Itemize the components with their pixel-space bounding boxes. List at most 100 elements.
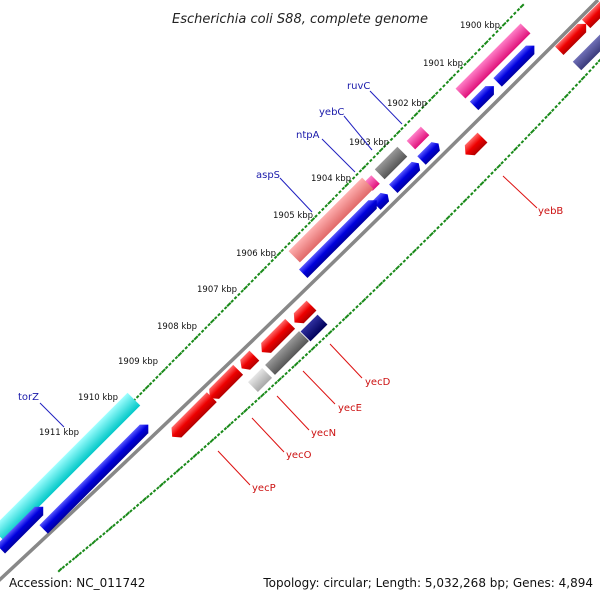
gene-red-top[interactable] <box>555 20 590 55</box>
outer-tick-dot <box>171 359 175 363</box>
outer-tick-dot <box>348 179 352 184</box>
outer-tick-dot <box>382 144 387 149</box>
outer-tick-dot <box>283 245 288 249</box>
outer-tick-dot <box>276 251 282 257</box>
outer-tick-dot <box>207 322 211 327</box>
outer-tick-dot <box>393 134 397 138</box>
outer-tick-dot <box>193 335 199 341</box>
label-yecO[interactable]: yecO <box>286 450 312 461</box>
gene-ruvC[interactable] <box>406 126 430 150</box>
gene-aspS[interactable] <box>288 177 374 263</box>
inner-tick-dot <box>314 343 319 347</box>
outer-tick-dot <box>369 158 373 163</box>
inner-tick-dot <box>426 236 430 240</box>
reverse-labels <box>217 175 538 486</box>
outer-tick-dot <box>174 355 179 360</box>
label-ntpA[interactable]: ntpA <box>296 130 320 141</box>
inner-tick-dot <box>493 167 498 172</box>
inner-tick-dot <box>186 459 190 464</box>
gene-red-1908b[interactable] <box>237 350 260 374</box>
gene-red-1907[interactable] <box>290 300 317 328</box>
inner-tick-dot <box>291 365 295 369</box>
gene-blue-1905[interactable] <box>298 196 381 279</box>
gene-blue-1900[interactable] <box>493 41 538 87</box>
outer-tick-dot <box>158 372 162 376</box>
inner-tick-dot <box>503 157 508 162</box>
outer-tick-dot <box>452 73 457 77</box>
label-ruvC[interactable]: ruvC <box>347 81 370 92</box>
inner-tick-dot <box>81 548 86 553</box>
tick-label-1911: 1911 kbp <box>39 428 79 438</box>
label-yebB[interactable]: yebB <box>538 206 563 217</box>
inner-tick-dot <box>112 523 116 528</box>
outer-tick-dot <box>168 362 172 366</box>
gene-red-top-2[interactable] <box>581 0 600 29</box>
gene-yecP[interactable] <box>167 392 217 441</box>
gene-ntpA[interactable] <box>364 175 380 191</box>
gene-yecE[interactable] <box>265 331 309 375</box>
label-yecP[interactable]: yecP <box>252 483 276 494</box>
inner-tick-dot <box>537 122 542 127</box>
accession-text: Accession: NC_011742 <box>9 576 146 590</box>
inner-tick-dot <box>301 356 305 360</box>
gene-yecO[interactable] <box>205 364 244 403</box>
gene-yebC[interactable] <box>374 146 408 180</box>
gene-blue-1910[interactable] <box>39 420 152 534</box>
outer-tick-dot <box>438 87 443 92</box>
inner-tick-dot <box>270 384 275 388</box>
inner-tick-dot <box>372 288 376 293</box>
outer-tick-dot <box>488 37 492 41</box>
inner-tick-dot <box>351 308 356 312</box>
gene-blue-1901[interactable] <box>469 82 498 111</box>
inner-tick-dot <box>513 146 519 152</box>
gene-torZ[interactable] <box>0 392 141 542</box>
inner-tick-dot <box>149 492 153 496</box>
inner-tick-dot <box>324 333 329 338</box>
inner-tick-dot <box>139 500 143 505</box>
gene-yecN[interactable] <box>247 367 273 393</box>
outer-tick-dot <box>259 268 265 274</box>
inner-tick-dot <box>264 390 268 394</box>
outer-tick-dot <box>190 339 195 343</box>
inner-tick-dot <box>365 295 369 299</box>
inner-tick-dot <box>108 525 114 531</box>
inner-tick-dot <box>456 205 461 210</box>
inner-tick-dot <box>416 246 420 250</box>
outer-tick-dot <box>459 66 464 70</box>
outer-tick-dot <box>473 51 478 56</box>
gene-yecD[interactable] <box>300 314 328 342</box>
gene-yebB[interactable] <box>461 132 488 160</box>
label-yecD[interactable]: yecD <box>365 377 391 388</box>
inner-tick-dot <box>527 133 531 137</box>
label-yecN[interactable]: yecN <box>311 428 336 439</box>
inner-tick-dot <box>344 314 350 319</box>
label-torZ[interactable]: torZ <box>18 392 39 403</box>
inner-tick-dot <box>490 171 494 175</box>
inner-tick-dot <box>102 532 106 536</box>
label-yebC[interactable]: yebC <box>319 107 344 118</box>
gene-pink-1900[interactable] <box>455 23 531 99</box>
gene-slate-top[interactable] <box>572 27 600 71</box>
outer-tick-dot <box>155 375 159 380</box>
gene-red-1908a[interactable] <box>257 318 296 357</box>
label-aspS[interactable]: aspS <box>256 170 280 181</box>
inner-tick-dot <box>466 195 471 199</box>
inner-tick-dot <box>395 265 400 271</box>
outer-tick-dot <box>519 3 525 9</box>
label-yecE[interactable]: yecE <box>338 403 362 414</box>
gene-blue-1911[interactable] <box>0 503 47 554</box>
inner-tick-dot <box>240 411 245 416</box>
inner-tick-dot <box>496 163 502 169</box>
gene-blue-1903[interactable] <box>389 159 423 193</box>
inner-tick-dot <box>422 239 427 243</box>
gene-blue-1902[interactable] <box>417 139 442 165</box>
inner-tick-dot <box>567 90 572 95</box>
inner-tick-dot <box>546 111 552 117</box>
outer-tick-dot <box>389 137 394 142</box>
inner-tick-dot <box>520 140 525 144</box>
tick-labels: 1900 kbp 1901 kbp 1902 kbp 1903 kbp 1904… <box>39 21 500 438</box>
inner-tick-dot <box>462 198 468 204</box>
outer-tick-dot <box>200 329 205 333</box>
inner-tick-dot <box>304 352 309 357</box>
